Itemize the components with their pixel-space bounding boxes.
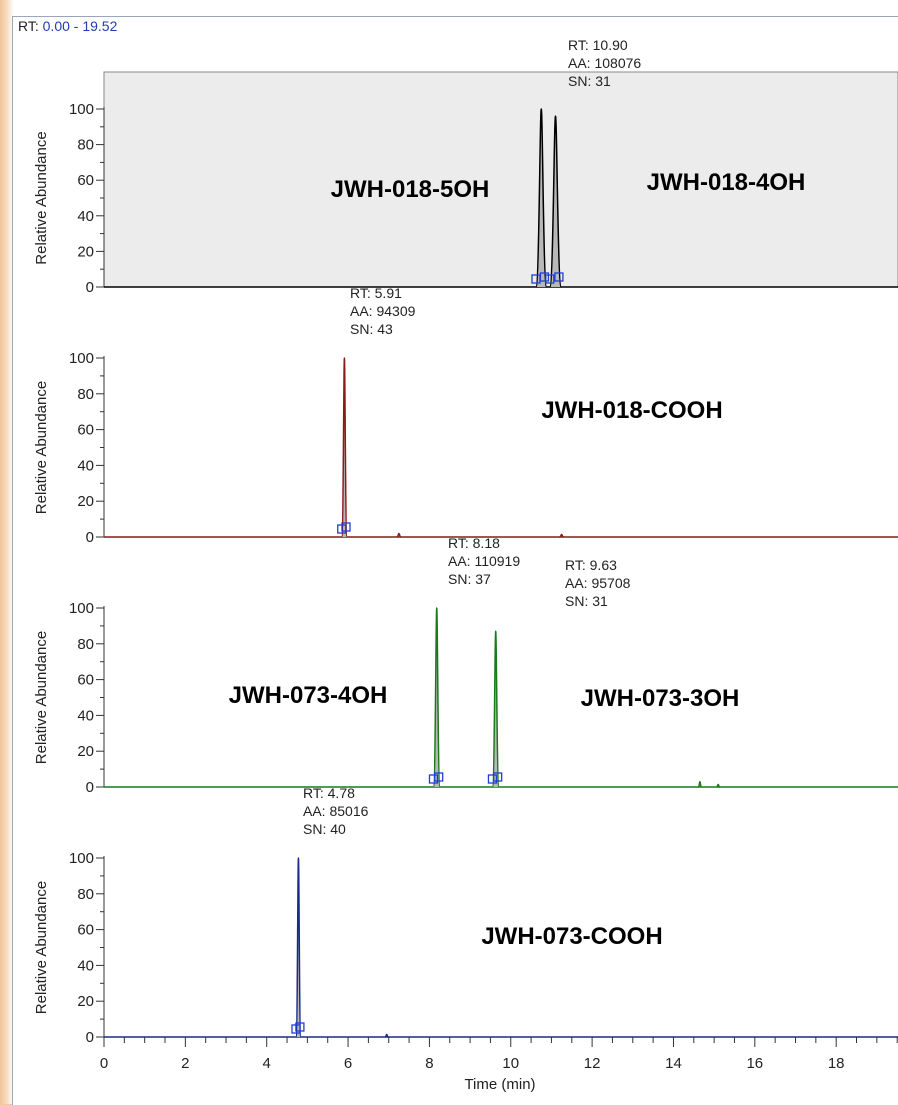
panel-2-y-tick-label-80: 80 xyxy=(77,636,94,653)
panel-3-y-axis-title: Relative Abundance xyxy=(33,881,50,1014)
panel-2-annotation-0-rt: RT: 8.18 xyxy=(448,535,500,551)
panel-1-y-axis-title: Relative Abundance xyxy=(33,381,50,514)
panel-2-y-tick-label-0: 0 xyxy=(86,779,94,796)
panel-3-y-tick-label-80: 80 xyxy=(77,886,94,903)
panel-2-peak-1 xyxy=(491,630,500,788)
panel-0-peak-0-end-marker xyxy=(539,272,550,282)
x-tick-label-10: 10 xyxy=(502,1055,519,1072)
panel-2-peak-2 xyxy=(697,780,702,788)
x-tick-label-4: 4 xyxy=(263,1055,271,1072)
x-tick-label-2: 2 xyxy=(181,1055,189,1072)
panel-0-y-tick-label-100: 100 xyxy=(69,101,94,118)
panel-2-y-tick-label-60: 60 xyxy=(77,672,94,689)
panel-2-annotation-0-aa: AA: 110919 xyxy=(448,553,520,569)
rt-range-label: RT: xyxy=(18,18,39,34)
panel-2-peak-0 xyxy=(432,607,441,788)
panel-2-annotation-1-aa: AA: 95708 xyxy=(565,575,631,591)
panel-2-peak-1-end-marker xyxy=(493,772,503,782)
panel-2-annotation-1-sn: SN: 31 xyxy=(565,593,608,609)
panel-0-y-tick-label-60: 60 xyxy=(77,172,94,189)
panel-2-annotation-1-rt: RT: 9.63 xyxy=(565,557,617,573)
panel-0-peak-1 xyxy=(549,115,562,288)
x-tick-label-12: 12 xyxy=(584,1055,601,1072)
rt-range-header: RT: 0.00 - 19.52 xyxy=(18,18,117,34)
panel-3-annotation-0-aa: AA: 85016 xyxy=(303,803,369,819)
panel-0-y-tick-label-80: 80 xyxy=(77,137,94,154)
panel-2-peak-0-start-marker xyxy=(428,774,439,784)
panel-2-peak-1-start-marker xyxy=(487,774,498,784)
panel-2-peak-3 xyxy=(716,783,721,788)
panel-1-y-tick-label-60: 60 xyxy=(77,422,94,439)
panel-0-peak-0 xyxy=(535,108,548,288)
panel-3-peak-1 xyxy=(384,1033,389,1038)
panel-2-peak-0-end-marker xyxy=(434,772,444,782)
panel-1-annotation-0-rt: RT: 5.91 xyxy=(350,285,402,301)
panel-0-compound-label-1: JWH-018-4OH xyxy=(647,169,806,196)
panel-1-peak-0-end-marker xyxy=(341,522,351,532)
panel-2-annotation-0-sn: SN: 37 xyxy=(448,571,491,587)
panel-0-annotation-0-aa: AA: 108076 xyxy=(568,55,641,71)
panel-1-annotation-0-sn: SN: 43 xyxy=(350,321,393,337)
panel-0-annotation-0-sn: SN: 31 xyxy=(568,73,611,89)
panel-1-y-tick-label-80: 80 xyxy=(77,386,94,403)
panel-3-y-tick-label-100: 100 xyxy=(69,850,94,867)
panel-3-peak-0 xyxy=(295,857,302,1038)
panel-3-y-tick-label-0: 0 xyxy=(86,1029,94,1046)
x-tick-label-16: 16 xyxy=(746,1055,763,1072)
panel-1-peak-2 xyxy=(559,533,564,538)
panel-0-y-tick-label-20: 20 xyxy=(77,243,94,260)
panel-2-y-tick-label-40: 40 xyxy=(77,707,94,724)
panel-0-compound-label-0: JWH-018-5OH xyxy=(331,176,490,203)
x-tick-label-6: 6 xyxy=(344,1055,352,1072)
panel-1-y-tick-label-0: 0 xyxy=(86,529,94,546)
panel-3-annotation-0-sn: SN: 40 xyxy=(303,821,346,837)
panel-1-y-tick-label-40: 40 xyxy=(77,457,94,474)
panel-3-peak-0-end-marker xyxy=(295,1022,305,1032)
panel-2-compound-label-1: JWH-073-3OH xyxy=(581,685,740,712)
x-tick-label-0: 0 xyxy=(100,1055,108,1072)
x-axis-title: Time (min) xyxy=(464,1076,535,1093)
panel-1-y-tick-label-100: 100 xyxy=(69,350,94,367)
rt-range-value: 0.00 - 19.52 xyxy=(42,18,118,34)
panel-2-y-tick-label-100: 100 xyxy=(69,600,94,617)
panel-0-peak-1-start-marker xyxy=(545,274,555,284)
panel-1-y-tick-label-20: 20 xyxy=(77,493,94,510)
panel-2-y-tick-label-20: 20 xyxy=(77,743,94,760)
panel-3-compound-label-0: JWH-073-COOH xyxy=(481,923,662,950)
panel-1-annotation-0-aa: AA: 94309 xyxy=(350,303,416,319)
panel-0-peak-1-end-marker xyxy=(554,272,564,282)
panel-1-peak-1 xyxy=(396,532,402,538)
x-tick-label-8: 8 xyxy=(425,1055,433,1072)
panel-2-y-axis-title: Relative Abundance xyxy=(33,631,50,764)
panel-1-peak-0 xyxy=(341,357,348,538)
panel-0-y-tick-label-0: 0 xyxy=(86,279,94,296)
x-tick-label-14: 14 xyxy=(665,1055,682,1072)
panel-3-y-tick-label-60: 60 xyxy=(77,922,94,939)
panel-0-y-tick-label-40: 40 xyxy=(77,208,94,225)
panel-0-y-axis-title: Relative Abundance xyxy=(33,131,50,264)
panel-3-annotation-0-rt: RT: 4.78 xyxy=(303,785,355,801)
panel-1-compound-label-0: JWH-018-COOH xyxy=(541,397,722,424)
panel-2-compound-label-0: JWH-073-4OH xyxy=(229,682,388,709)
x-tick-label-18: 18 xyxy=(828,1055,845,1072)
panel-0-annotation-0-rt: RT: 10.90 xyxy=(568,37,628,53)
panel-3-y-tick-label-40: 40 xyxy=(77,957,94,974)
panel-3-y-tick-label-20: 20 xyxy=(77,993,94,1010)
